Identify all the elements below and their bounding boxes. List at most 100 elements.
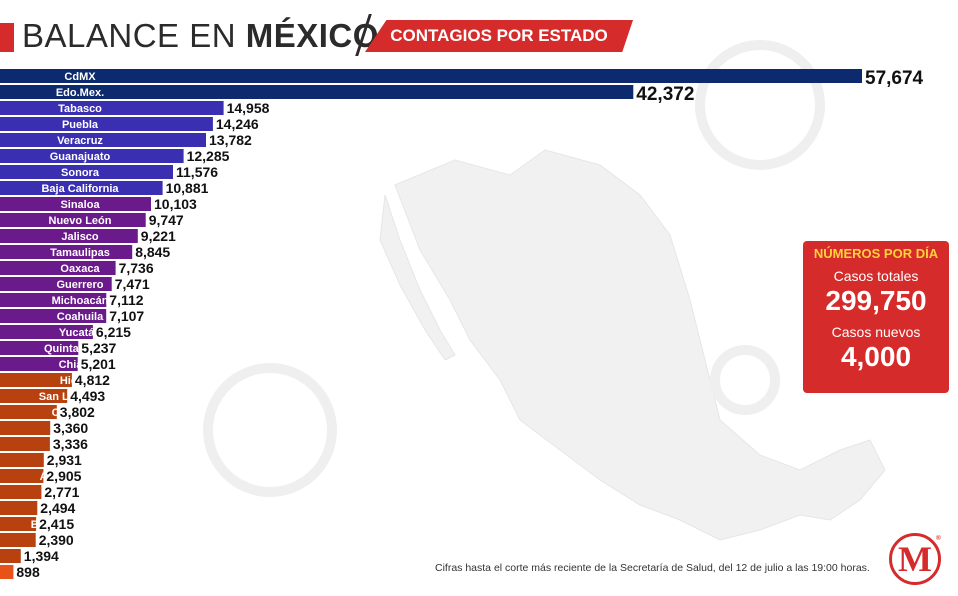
value-label: 9,747 [149, 212, 184, 228]
bar [0, 245, 133, 259]
category-label: Campeche [52, 455, 108, 467]
category-label: Chiapas [59, 359, 102, 371]
category-label: Hidalgo [60, 375, 101, 387]
category-label: Durango [57, 487, 103, 499]
subtitle-banner: CONTAGIOS POR ESTADO [365, 20, 633, 52]
value-label: 14,246 [216, 116, 259, 132]
category-label: Zacatecas [53, 551, 106, 563]
category-label: Querétaro [54, 503, 107, 515]
bar [0, 357, 78, 371]
category-label: Aguascalientes [40, 471, 121, 483]
bar [0, 325, 93, 339]
bar [0, 405, 57, 419]
value-label: 3,360 [53, 420, 88, 436]
title-light: BALANCE EN [22, 17, 237, 54]
bar [0, 229, 138, 243]
value-label: 2,494 [40, 500, 75, 516]
category-label: Sinaloa [60, 199, 100, 211]
bar [0, 213, 146, 227]
bar [0, 469, 44, 483]
category-label: Tlaxcala [58, 439, 102, 451]
bar [0, 309, 107, 323]
category-label: Baja California [41, 183, 119, 195]
category-label: Veracruz [57, 135, 103, 147]
source-footnote: Cifras hasta el corte más reciente de la… [435, 562, 870, 574]
value-label: 3,802 [60, 404, 95, 420]
title-bold: MÉXICO [245, 17, 379, 54]
bar [0, 197, 151, 211]
stats-heading: NÚMEROS POR DÍA [813, 246, 939, 261]
bar [0, 149, 184, 163]
bar [0, 133, 206, 147]
bar [0, 101, 224, 115]
bar [0, 421, 51, 435]
category-label: Nayarit [61, 535, 99, 547]
category-label: Coahuila [57, 311, 104, 323]
value-label: 4,493 [70, 388, 105, 404]
category-label: Chihuahua [52, 407, 110, 419]
baja-peninsula-silhouette [379, 194, 456, 361]
bar [0, 485, 42, 499]
category-label: Morelos [59, 423, 101, 435]
bar [0, 117, 213, 131]
category-label: Quintana Roo [44, 343, 116, 355]
value-label: 9,221 [141, 228, 176, 244]
value-label: 12,285 [187, 148, 230, 164]
bar [0, 341, 79, 355]
value-label: 2,771 [44, 484, 79, 500]
header-accent-tab [0, 23, 14, 52]
category-label: Baja California Sur [31, 519, 130, 531]
bar [0, 549, 21, 563]
category-label: Sonora [61, 167, 100, 179]
bar [0, 181, 163, 195]
category-label: Nuevo León [49, 215, 112, 227]
bar [0, 165, 173, 179]
total-cases-value: 299,750 [825, 285, 927, 316]
value-label: 13,782 [209, 132, 252, 148]
bar [0, 389, 68, 403]
category-label: Oaxaca [60, 263, 100, 275]
value-label: 4,812 [75, 372, 110, 388]
value-label: 5,237 [81, 340, 116, 356]
bar [0, 517, 37, 531]
value-label: 898 [16, 564, 40, 580]
value-label: 11,576 [176, 164, 218, 180]
bar [0, 565, 14, 579]
category-label: Tamaulipas [50, 247, 110, 259]
bar [0, 277, 112, 291]
value-label: 10,881 [166, 180, 209, 196]
bar [0, 261, 116, 275]
category-label: San Luis Potosí [39, 391, 122, 403]
value-label: 8,845 [135, 244, 170, 260]
virus-icon [710, 345, 780, 415]
category-label: Michoacán [52, 295, 109, 307]
total-cases-label: Casos totales [833, 268, 919, 284]
value-label: 2,415 [39, 516, 74, 532]
value-label: 2,931 [47, 452, 82, 468]
category-label: Tabasco [58, 103, 102, 115]
mexico-map-silhouette [394, 149, 886, 541]
category-label: CdMX [64, 71, 96, 83]
bar [0, 69, 862, 83]
bar [0, 501, 38, 515]
category-label: Guanajuato [50, 151, 111, 163]
value-label: 6,215 [96, 324, 131, 340]
value-label: 14,958 [227, 100, 270, 116]
value-label: 3,336 [53, 436, 88, 452]
bar [0, 373, 72, 387]
category-label: Colima [62, 567, 100, 579]
logo-letter: M [898, 539, 932, 579]
daily-stats-box: NÚMEROS POR DÍA Casos totales 299,750 Ca… [803, 241, 949, 393]
category-label: Yucatán [59, 327, 101, 339]
page-title: BALANCE EN MÉXICO [22, 17, 379, 55]
value-label: 7,112 [109, 292, 143, 308]
logo-registered-mark: ® [935, 534, 941, 542]
bar [0, 533, 36, 547]
virus-icon [695, 40, 825, 170]
value-label: 57,674 [865, 68, 924, 89]
virus-icon [203, 363, 337, 497]
bar [0, 453, 44, 467]
value-label: 5,201 [81, 356, 116, 372]
